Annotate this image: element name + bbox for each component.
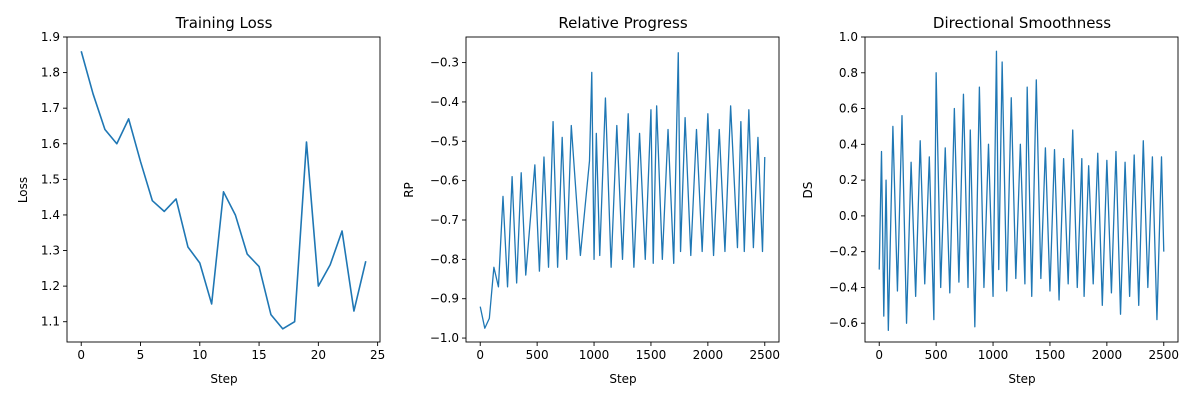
x-tick-label: 1000 <box>579 348 610 362</box>
y-tick-label: 0.6 <box>839 102 858 116</box>
plot-area: 0 500 1000 1500 2000 2500 −0.6 −0.4 −0.2 0.0 0.2 0.… <box>829 30 1179 362</box>
x-tick-label: 1000 <box>978 348 1009 362</box>
y-tick-label: 1.1 <box>41 315 60 329</box>
y-tick-label: −0.6 <box>430 174 459 188</box>
x-axis-label: Step <box>210 372 237 386</box>
y-tick-label: −0.7 <box>430 213 459 227</box>
series-line <box>479 52 766 329</box>
y-tick-label: 0.2 <box>839 173 858 187</box>
y-tick-label: −0.4 <box>829 280 858 294</box>
x-tick-label: 0 <box>875 348 883 362</box>
series-line <box>878 50 1165 332</box>
x-tick-label: 0 <box>476 348 484 362</box>
y-tick-label: −1.0 <box>430 331 459 345</box>
x-tick-label: 1500 <box>1035 348 1066 362</box>
x-tick-label: 0 <box>77 348 85 362</box>
plot-frame <box>66 36 381 343</box>
y-tick-label: 1.6 <box>41 137 60 151</box>
y-tick-label: −0.6 <box>829 316 858 330</box>
y-tick-label: −0.2 <box>829 245 858 259</box>
y-axis-label: DS <box>801 182 815 199</box>
x-tick-label: 2500 <box>749 348 780 362</box>
x-tick-label: 20 <box>311 348 326 362</box>
y-tick-label: 0.8 <box>839 66 858 80</box>
chart-panel-relative-progress: Relative Progress 0 500 1000 1500 2000 2500 −1… <box>402 14 780 386</box>
y-tick-label: 1.0 <box>839 30 858 44</box>
series-line <box>80 51 367 330</box>
x-tick-label: 25 <box>370 348 385 362</box>
y-axis-label: RP <box>402 182 416 198</box>
x-axis-label: Step <box>609 372 636 386</box>
y-tick-label: 1.3 <box>41 244 60 258</box>
y-tick-label: −0.9 <box>430 292 459 306</box>
chart-title: Relative Progress <box>558 14 687 32</box>
y-tick-label: 1.7 <box>41 101 60 115</box>
x-tick-label: 5 <box>137 348 145 362</box>
y-tick-label: 1.4 <box>41 208 60 222</box>
y-tick-label: 0.4 <box>839 137 858 151</box>
chart-panel-directional-smoothness: Directional Smoothness 0 500 1000 1500 2000 2… <box>801 14 1179 386</box>
plot-frame <box>864 36 1179 343</box>
x-tick-label: 2000 <box>1092 348 1123 362</box>
y-tick-label: 0.0 <box>839 209 858 223</box>
x-tick-label: 500 <box>925 348 948 362</box>
plot-frame <box>465 36 780 343</box>
chart-title: Training Loss <box>175 14 273 32</box>
chart-panel-training-loss: Training Loss 0 5 10 15 20 25 1.1 1.2 1.3 1.4 1.5 1… <box>16 14 385 386</box>
x-tick-label: 500 <box>526 348 549 362</box>
y-axis-label: Loss <box>16 177 30 203</box>
y-tick-label: −0.8 <box>430 252 459 266</box>
y-tick-label: −0.3 <box>430 56 459 70</box>
y-tick-label: 1.8 <box>41 66 60 80</box>
y-tick-label: −0.5 <box>430 134 459 148</box>
x-tick-label: 15 <box>251 348 266 362</box>
x-axis-label: Step <box>1008 372 1035 386</box>
plot-area: 0 5 10 15 20 25 1.1 1.2 1.3 1.4 1.5 1.6 1.7 1.8 1.9 <box>41 30 385 362</box>
x-tick-label: 1500 <box>636 348 667 362</box>
y-tick-label: 1.2 <box>41 279 60 293</box>
y-tick-label: 1.9 <box>41 30 60 44</box>
y-tick-label: −0.4 <box>430 95 459 109</box>
x-tick-label: 2500 <box>1148 348 1179 362</box>
chart-title: Directional Smoothness <box>933 14 1111 32</box>
plot-area: 0 500 1000 1500 2000 2500 −1.0 −0.9 −0.8 −0.7 −0.6… <box>430 36 780 362</box>
x-tick-label: 2000 <box>693 348 724 362</box>
x-tick-label: 10 <box>192 348 207 362</box>
y-tick-label: 1.5 <box>41 172 60 186</box>
